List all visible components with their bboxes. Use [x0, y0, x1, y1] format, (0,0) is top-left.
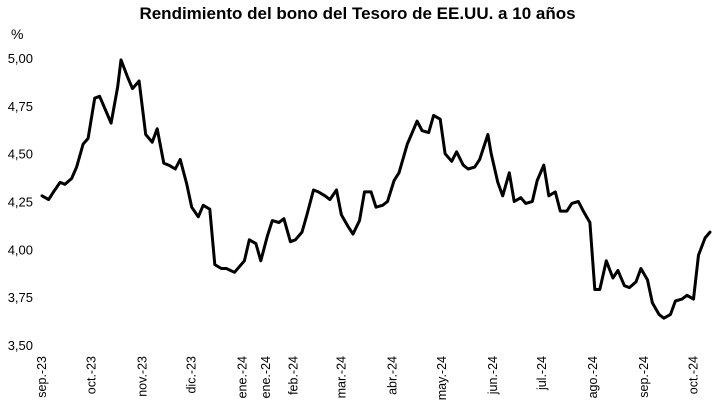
x-tick-label: oct.-23 — [84, 356, 98, 394]
x-tick-label: feb.-24 — [287, 356, 301, 395]
y-axis-unit: % — [11, 26, 24, 42]
y-tick-label: 5,00 — [8, 51, 33, 66]
x-tick-label: nov.-23 — [135, 356, 149, 397]
y-tick-label: 4,50 — [8, 147, 33, 162]
y-tick-label: 4,25 — [8, 195, 33, 210]
series-group — [40, 58, 712, 320]
chart-title: Rendimiento del bono del Tesoro de EE.UU… — [139, 4, 576, 23]
y-tick-label: 3,75 — [8, 290, 33, 305]
x-tick-label: oct.-24 — [687, 356, 701, 394]
x-tick-label: abr.-24 — [385, 356, 399, 395]
x-tick-label: ene.-24 — [259, 356, 273, 398]
y-tick-label: 4,75 — [8, 99, 33, 114]
x-tick-label: dic.-23 — [185, 356, 199, 394]
x-axis-ticks: sep.-23 oct.-23 nov.-23 dic.-23 ene.-24 ene.-… — [35, 356, 701, 400]
y-axis-ticks: 3,50 3,75 4,00 4,25 4,50 4,75 5,00 — [8, 51, 33, 353]
x-tick-label: ene.-24 — [236, 356, 250, 398]
x-tick-label: ago.-24 — [586, 356, 600, 398]
x-tick-label: mar.-24 — [334, 356, 348, 398]
x-tick-label: jun.-24 — [486, 356, 500, 395]
x-tick-label: jul.-24 — [535, 356, 549, 391]
x-tick-label: sep.-23 — [35, 356, 49, 398]
yield-line — [40, 58, 712, 320]
y-tick-label: 4,00 — [8, 242, 33, 257]
x-tick-label: sep.-24 — [637, 356, 651, 398]
x-tick-label: may.-24 — [435, 356, 449, 400]
y-tick-label: 3,50 — [8, 338, 33, 353]
